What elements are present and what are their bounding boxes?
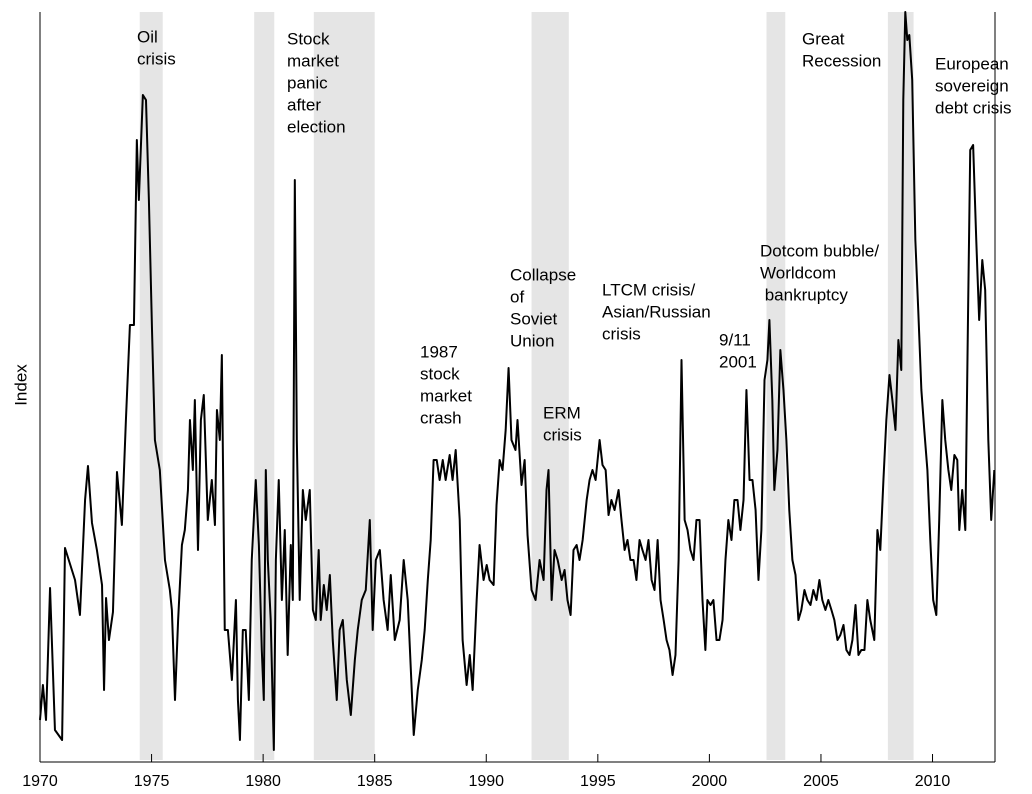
annotation: Soviet xyxy=(510,309,558,328)
annotation: bankruptcy xyxy=(760,285,848,304)
annotation: panic xyxy=(287,73,328,92)
annotation: crisis xyxy=(602,324,641,343)
x-tick-label: 1980 xyxy=(245,773,281,790)
x-tick-label: 1975 xyxy=(134,773,170,790)
annotation: market xyxy=(287,51,339,70)
annotation: Great xyxy=(802,29,845,48)
annotation: election xyxy=(287,117,346,136)
annotation: sovereign xyxy=(935,76,1009,95)
annotation: 1987 xyxy=(420,342,458,361)
shaded-period xyxy=(139,12,163,760)
annotation: 2001 xyxy=(719,352,757,371)
annotation: stock xyxy=(420,364,460,383)
x-tick-label: 2010 xyxy=(915,773,951,790)
data-line xyxy=(39,11,996,751)
shaded-period xyxy=(766,12,786,760)
annotation: debt crisis xyxy=(935,98,1012,117)
y-axis-label: Index xyxy=(11,364,30,406)
x-tick-label: 2000 xyxy=(692,773,728,790)
shaded-period xyxy=(887,12,914,760)
annotation: European xyxy=(935,54,1009,73)
annotation: Collapse xyxy=(510,265,576,284)
x-tick-label: 2005 xyxy=(803,773,839,790)
annotation: Worldcom xyxy=(760,263,836,282)
annotation: after xyxy=(287,95,321,114)
x-tick-label: 1990 xyxy=(468,773,504,790)
annotation: crisis xyxy=(543,425,582,444)
annotation: Dotcom bubble/ xyxy=(760,241,879,260)
annotation: crash xyxy=(420,408,462,427)
annotation: Oil xyxy=(137,27,158,46)
annotation: ERM xyxy=(543,403,581,422)
annotation: Stock xyxy=(287,29,330,48)
annotation: 9/11 xyxy=(719,330,751,349)
annotation: of xyxy=(510,287,524,306)
x-tick-label: 1985 xyxy=(357,773,393,790)
annotation: Asian/Russian xyxy=(602,302,711,321)
x-tick-label: 1970 xyxy=(22,773,58,790)
annotation: market xyxy=(420,386,472,405)
shaded-period xyxy=(531,12,569,760)
annotation: crisis xyxy=(137,49,176,68)
annotation: LTCM crisis/ xyxy=(602,280,695,299)
x-tick-label: 1995 xyxy=(580,773,616,790)
annotation: Recession xyxy=(802,51,881,70)
annotation: Union xyxy=(510,331,554,350)
